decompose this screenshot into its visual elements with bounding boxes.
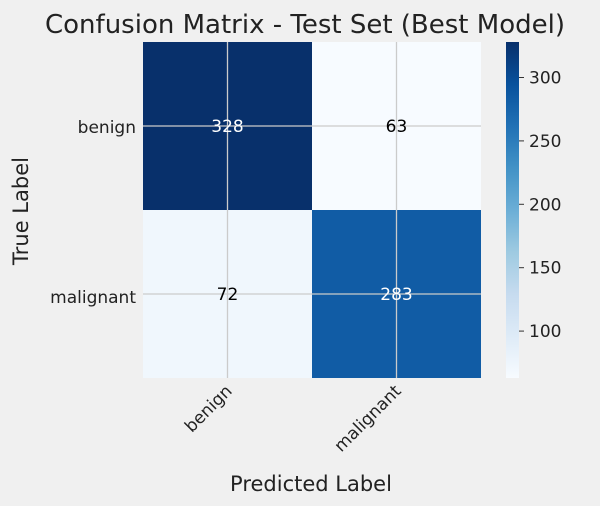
cell-value: 283 [380, 285, 412, 305]
colorbar-ticks: 100 150 200 250 300 [519, 69, 561, 342]
y-axis-label: True Label [9, 157, 33, 266]
x-axis-label: Predicted Label [230, 472, 392, 496]
colorbar-tick-label: 300 [529, 69, 561, 89]
chart-title: Confusion Matrix - Test Set (Best Model) [45, 10, 565, 40]
x-tick-benign: benign [181, 381, 236, 436]
colorbar-tick-label: 250 [529, 132, 561, 152]
x-tick-malignant: malignant [331, 381, 406, 456]
colorbar-tick-label: 100 [529, 322, 561, 342]
cell-value: 63 [386, 117, 408, 137]
y-tick-benign: benign [78, 118, 136, 138]
cell-value: 328 [211, 117, 243, 137]
grid-lines [143, 42, 481, 378]
matrix-cells [143, 42, 481, 378]
colorbar-tick-label: 150 [529, 259, 561, 279]
cell-value: 72 [217, 285, 239, 305]
colorbar-gradient [506, 42, 519, 378]
colorbar-tick-label: 200 [529, 195, 561, 215]
cell-value-labels: 328 63 72 283 [211, 117, 412, 305]
colorbar: 100 150 200 250 300 [506, 42, 561, 378]
y-tick-malignant: malignant [50, 288, 136, 308]
